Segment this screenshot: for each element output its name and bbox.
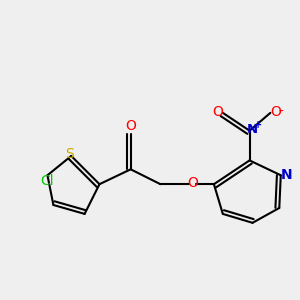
Text: O: O (270, 105, 281, 119)
Text: S: S (65, 148, 74, 161)
Text: N: N (246, 123, 257, 136)
Text: Cl: Cl (40, 174, 54, 188)
Text: O: O (125, 119, 136, 133)
Text: +: + (254, 120, 262, 130)
Text: O: O (188, 176, 199, 190)
Text: N: N (280, 168, 292, 182)
Text: -: - (279, 105, 283, 119)
Text: O: O (212, 105, 223, 119)
